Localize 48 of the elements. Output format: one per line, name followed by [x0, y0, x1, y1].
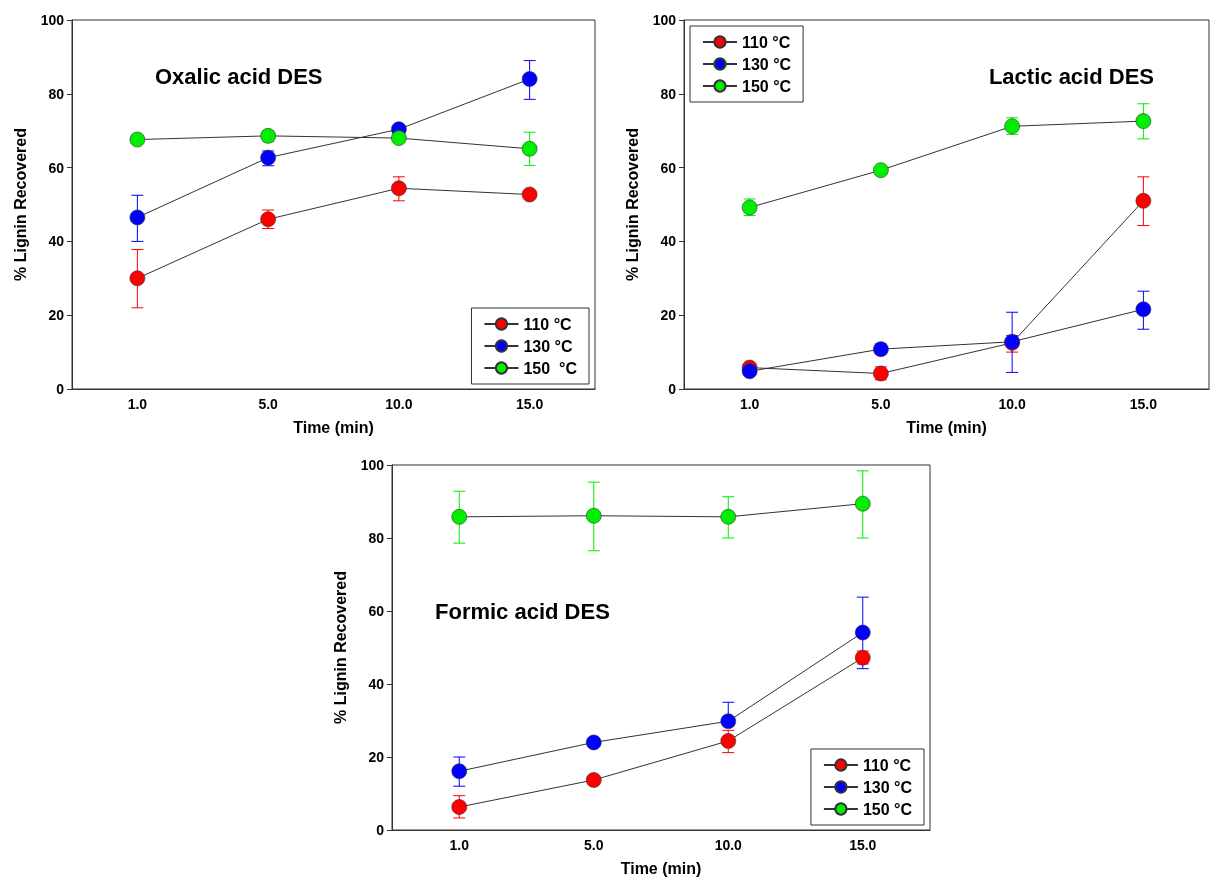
legend-label: 150 °C — [862, 800, 913, 818]
x-tick-label: 5.0 — [871, 396, 891, 412]
y-tick-label: 0 — [376, 822, 385, 838]
x-axis-title: Time (min) — [293, 418, 374, 436]
y-tick-label: 0 — [56, 381, 65, 397]
y-tick-label: 20 — [48, 307, 65, 324]
legend-label: 110 °C — [862, 756, 912, 774]
x-tick-label: 15.0 — [849, 837, 877, 853]
legend-label: 110 °C — [742, 33, 791, 51]
legend-label: 130 °C — [862, 778, 913, 796]
y-tick-label: 80 — [48, 85, 65, 102]
y-tick-label: 80 — [660, 85, 677, 102]
x-tick-label: 10.0 — [998, 396, 1026, 412]
y-tick-label: 20 — [660, 307, 677, 324]
legend-label: 150 °C — [523, 359, 578, 377]
y-tick-label: 20 — [368, 749, 385, 765]
x-tick-label: 1.0 — [449, 837, 470, 853]
x-tick-label: 1.0 — [127, 396, 148, 412]
x-tick-label: 5.0 — [258, 396, 279, 412]
legend-label: 130 °C — [742, 55, 792, 73]
y-tick-label: 80 — [368, 530, 385, 546]
y-tick-label: 0 — [668, 381, 677, 397]
text: Formic acid DES — [435, 598, 610, 624]
y-tick-label: 100 — [652, 12, 677, 28]
x-tick-label: 15.0 — [1129, 396, 1158, 412]
legend-label: 110 °C — [523, 315, 573, 333]
y-tick-label: 40 — [660, 233, 677, 250]
x-tick-label: 10.0 — [385, 396, 413, 412]
x-tick-label: 5.0 — [584, 837, 604, 853]
text: Oxalic acid DES — [155, 63, 323, 89]
y-tick-label: 60 — [368, 603, 385, 619]
y-axis-title: % Lignin Recovered — [331, 571, 349, 724]
legend-label: 130 °C — [523, 337, 573, 355]
x-axis-title: Time (min) — [906, 418, 987, 436]
x-tick-label: 10.0 — [714, 837, 743, 853]
y-tick-label: 100 — [40, 12, 65, 28]
x-tick-label: 1.0 — [739, 396, 760, 412]
y-tick-label: 60 — [48, 159, 65, 176]
y-axis-title: % Lignin Recovered — [11, 128, 29, 281]
y-axis-title: % Lignin Recovered — [623, 128, 641, 281]
y-tick-label: 100 — [360, 457, 385, 473]
y-tick-label: 40 — [48, 233, 65, 250]
x-tick-label: 15.0 — [516, 396, 544, 412]
legend-label: 150 °C — [742, 77, 792, 95]
y-tick-label: 60 — [660, 159, 677, 176]
y-tick-label: 40 — [368, 676, 385, 692]
x-axis-title: Time (min) — [620, 859, 702, 877]
text: Lactic acid DES — [988, 63, 1155, 89]
